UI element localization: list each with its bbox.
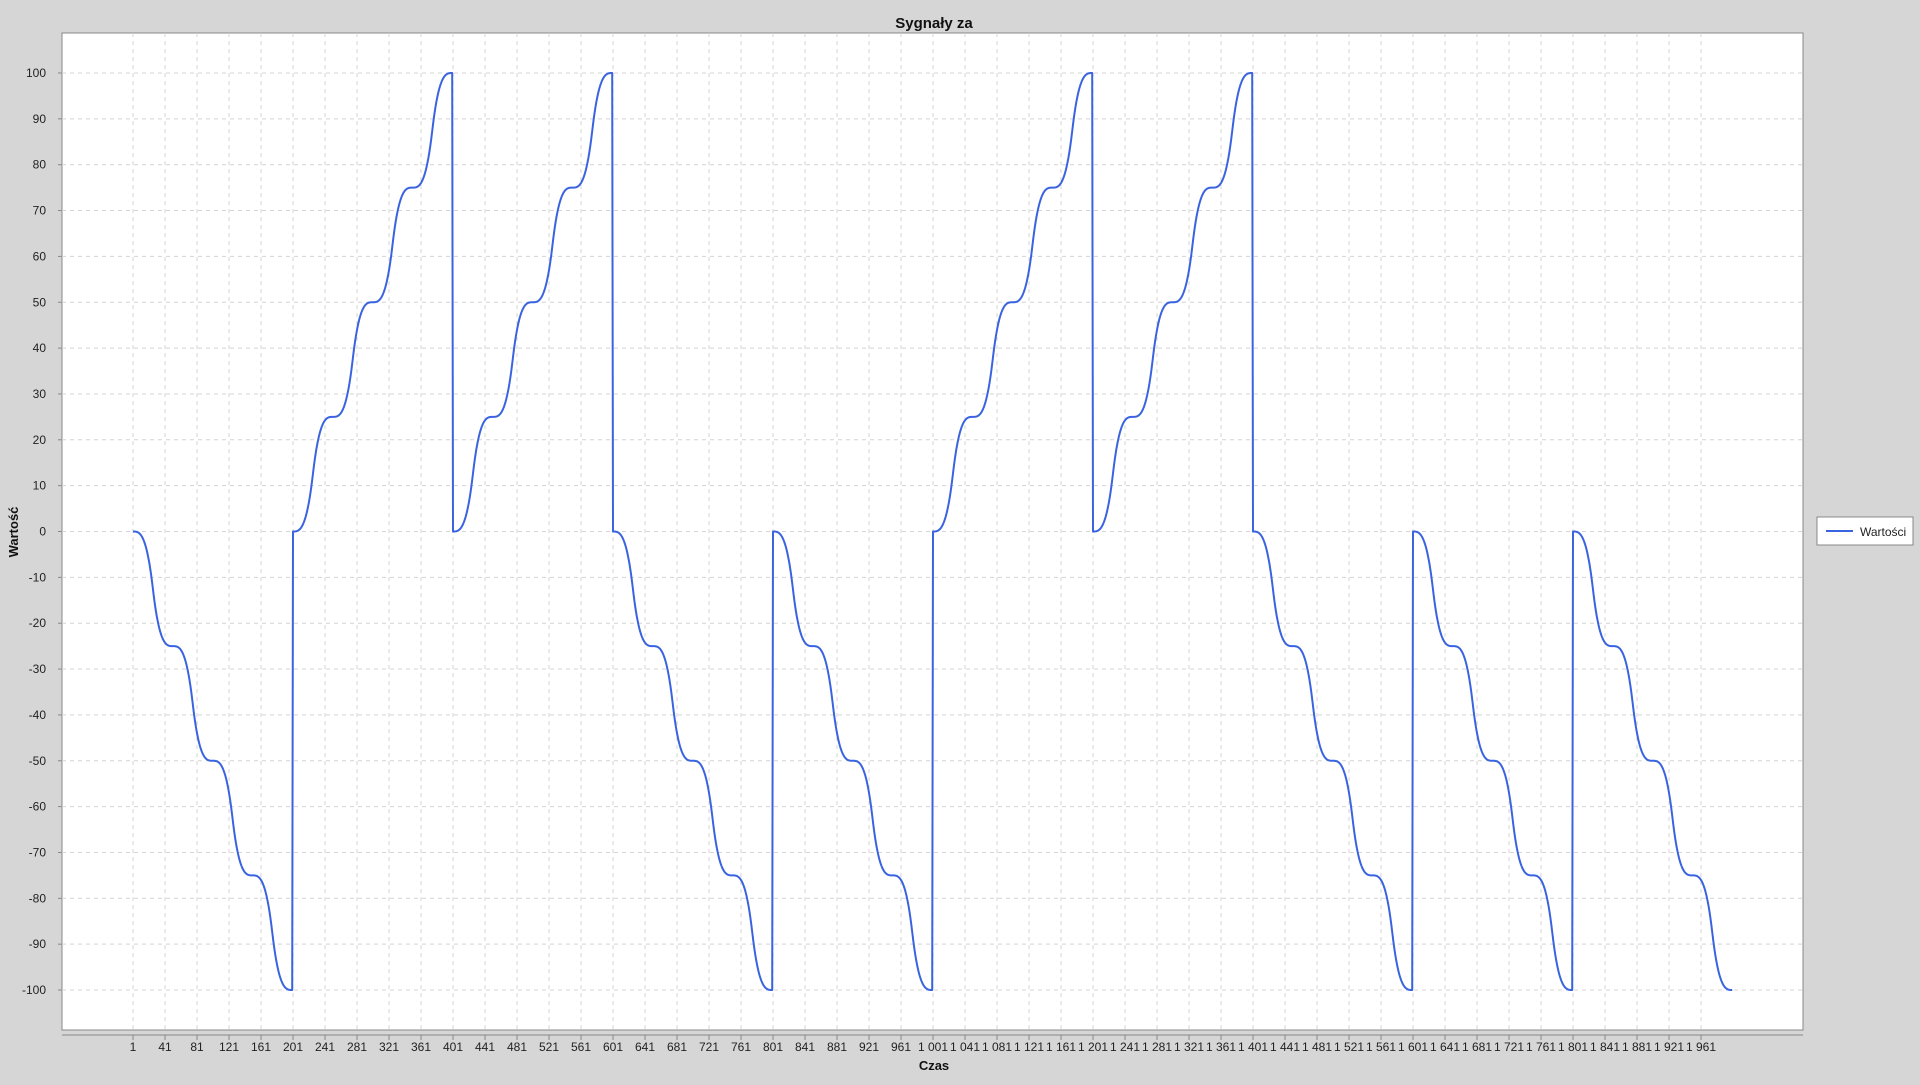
x-tick-label: 281 — [347, 1040, 367, 1054]
y-tick-label: 70 — [33, 204, 47, 218]
x-tick-label: 401 — [443, 1040, 463, 1054]
x-tick-label: 1 441 — [1270, 1040, 1300, 1054]
x-tick-label: 1 081 — [982, 1040, 1012, 1054]
y-axis-ticks: -100-90-80-70-60-50-40-30-20-10010203040… — [22, 66, 62, 997]
x-tick-label: 1 601 — [1398, 1040, 1428, 1054]
x-tick-label: 481 — [507, 1040, 527, 1054]
x-tick-label: 1 001 — [918, 1040, 948, 1054]
x-tick-label: 201 — [283, 1040, 303, 1054]
x-tick-label: 1 281 — [1142, 1040, 1172, 1054]
grid-lines — [62, 33, 1803, 1030]
x-tick-label: 121 — [219, 1040, 239, 1054]
y-tick-label: 60 — [33, 249, 47, 263]
x-tick-label: 1 401 — [1238, 1040, 1268, 1054]
x-tick-label: 161 — [251, 1040, 271, 1054]
x-tick-label: 1 681 — [1462, 1040, 1492, 1054]
x-axis-title: Czas — [919, 1058, 949, 1073]
legend: Wartości — [1816, 516, 1914, 546]
x-tick-label: 641 — [635, 1040, 655, 1054]
series-layer — [132, 72, 1733, 991]
y-tick-label: -50 — [29, 754, 47, 768]
y-axis-title: Wartość — [6, 507, 21, 558]
y-tick-label: 10 — [33, 479, 47, 493]
x-tick-label: 921 — [859, 1040, 879, 1054]
x-tick-label: 1 361 — [1206, 1040, 1236, 1054]
x-tick-label: 881 — [827, 1040, 847, 1054]
x-tick-label: 1 121 — [1014, 1040, 1044, 1054]
x-tick-label: 961 — [891, 1040, 911, 1054]
y-tick-label: 80 — [33, 158, 47, 172]
x-tick-label: 1 201 — [1078, 1040, 1108, 1054]
y-tick-label: -60 — [29, 800, 47, 814]
y-tick-label: -20 — [29, 616, 47, 630]
y-tick-label: 30 — [33, 387, 47, 401]
y-tick-label: 40 — [33, 341, 47, 355]
x-tick-label: 1 241 — [1110, 1040, 1140, 1054]
x-tick-label: 601 — [603, 1040, 623, 1054]
x-tick-label: 1 761 — [1526, 1040, 1556, 1054]
x-tick-label: 441 — [475, 1040, 495, 1054]
y-tick-label: -30 — [29, 662, 47, 676]
x-tick-label: 81 — [190, 1040, 204, 1054]
x-tick-label: 521 — [539, 1040, 559, 1054]
chart-title: Sygnały za — [895, 15, 973, 32]
x-tick-label: 681 — [667, 1040, 687, 1054]
x-tick-label: 1 801 — [1558, 1040, 1588, 1054]
y-tick-label: 90 — [33, 112, 47, 126]
x-tick-label: 1 841 — [1590, 1040, 1620, 1054]
x-tick-label: 1 961 — [1686, 1040, 1716, 1054]
x-tick-label: 841 — [795, 1040, 815, 1054]
x-tick-label: 1 921 — [1654, 1040, 1684, 1054]
x-tick-label: 1 721 — [1494, 1040, 1524, 1054]
y-tick-label: -90 — [29, 937, 47, 951]
y-tick-label: 20 — [33, 433, 47, 447]
x-tick-label: 721 — [699, 1040, 719, 1054]
x-tick-label: 1 321 — [1174, 1040, 1204, 1054]
x-tick-label: 801 — [763, 1040, 783, 1054]
x-tick-label: 1 521 — [1334, 1040, 1364, 1054]
x-tick-label: 361 — [411, 1040, 431, 1054]
x-axis-ticks: 1 41 81 121 161 201 241 281 321 361 401 441 481 521 56… — [130, 1035, 1716, 1054]
x-tick-label: 1 641 — [1430, 1040, 1460, 1054]
series-line-wartosci — [132, 72, 1733, 991]
legend-label: Wartości — [1860, 525, 1906, 539]
x-tick-label: 1 881 — [1622, 1040, 1652, 1054]
x-tick-label: 241 — [315, 1040, 335, 1054]
y-tick-label: -70 — [29, 845, 47, 859]
y-tick-label: 0 — [39, 525, 46, 539]
x-tick-label: 561 — [571, 1040, 591, 1054]
x-tick-label: 1 481 — [1302, 1040, 1332, 1054]
x-tick-label: 321 — [379, 1040, 399, 1054]
x-tick-label: 1 161 — [1046, 1040, 1076, 1054]
y-tick-label: 100 — [26, 66, 46, 80]
x-tick-label: 1 561 — [1366, 1040, 1396, 1054]
y-tick-label: -100 — [22, 983, 46, 997]
x-tick-label: 41 — [158, 1040, 172, 1054]
x-tick-label: 1 041 — [950, 1040, 980, 1054]
x-tick-label: 1 — [130, 1040, 137, 1054]
y-tick-label: -10 — [29, 570, 47, 584]
y-tick-label: 50 — [33, 295, 47, 309]
x-tick-label: 761 — [731, 1040, 751, 1054]
y-tick-label: -80 — [29, 891, 47, 905]
y-tick-label: -40 — [29, 708, 47, 722]
